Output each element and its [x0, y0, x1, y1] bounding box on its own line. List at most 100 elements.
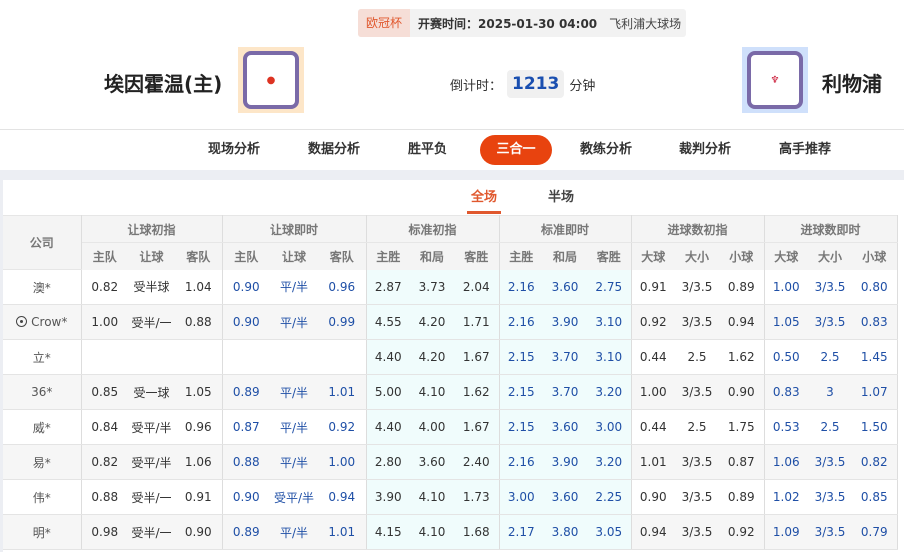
- odds-cell: 4.10: [410, 479, 454, 515]
- odds-cell: 0.90: [631, 479, 675, 515]
- odds-cell: 3.73: [410, 269, 454, 305]
- odds-cell: 0.90: [222, 479, 270, 515]
- company-label: 立*: [32, 350, 51, 365]
- odds-cell: 2.16: [499, 269, 543, 305]
- divider: [0, 129, 904, 130]
- odds-cell: 4.10: [410, 374, 454, 410]
- odds-cell: 2.04: [454, 269, 500, 305]
- column-header: 和局: [543, 242, 587, 270]
- odds-cell: 平/半: [270, 269, 318, 305]
- column-header: 主队: [81, 242, 128, 270]
- nav-tab-2[interactable]: 胜平负: [408, 142, 448, 157]
- column-header: 客胜: [587, 242, 632, 270]
- odds-cell: 2.5: [808, 409, 852, 445]
- match-header: 欧冠杯 开赛时间：2025-01-30 04:00 飞利浦大球场 埃因霍温(主)…: [0, 0, 904, 130]
- odds-cell: 0.94: [631, 514, 675, 550]
- odds-cell: 3.90: [543, 444, 587, 480]
- odds-cell: 0.90: [222, 304, 270, 340]
- odds-cell: 3.60: [543, 409, 587, 445]
- table-row: 澳* 0.82 受半球 1.04 0.90 平/半 0.96 2.87 3.73 2.04 2.16…: [3, 269, 898, 305]
- odds-cell: 0.87: [222, 409, 270, 445]
- odds-cell: 受平/半: [270, 479, 318, 515]
- odds-cell: 受半/一: [128, 304, 175, 340]
- company-name[interactable]: 明*: [3, 514, 82, 550]
- match-info: 欧冠杯 开赛时间：2025-01-30 04:00 飞利浦大球场: [358, 9, 686, 37]
- company-header: 公司: [3, 215, 82, 270]
- odds-cell: 3/3.5: [675, 304, 719, 340]
- company-name[interactable]: 易*: [3, 444, 82, 480]
- odds-cell: 3.60: [410, 444, 454, 480]
- odds-cell: 0.96: [318, 269, 367, 305]
- odds-cell: 2.17: [499, 514, 543, 550]
- nav-tab-1[interactable]: 数据分析: [308, 142, 361, 157]
- home-team-name[interactable]: 埃因霍温(主): [104, 72, 223, 96]
- league-badge[interactable]: 欧冠杯: [358, 9, 411, 37]
- table-row: Crow* 1.00 受半/一 0.88 0.90 平/半 0.99 4.55 4.20 1.71…: [3, 304, 898, 340]
- company-name[interactable]: 威*: [3, 409, 82, 445]
- odds-cell: 1.45: [852, 339, 898, 375]
- nav-tab-3[interactable]: 三合一: [480, 135, 552, 165]
- odds-cell: 3.20: [587, 374, 632, 410]
- table-row: 36* 0.85 受一球 1.05 0.89 平/半 1.01 5.00 4.10 1.62 2.1…: [3, 374, 898, 410]
- odds-cell: 2.87: [366, 269, 410, 305]
- odds-cell: 0.88: [81, 479, 128, 515]
- column-header: 小球: [719, 242, 765, 270]
- odds-cell: 3.00: [499, 479, 543, 515]
- away-team-name[interactable]: 利物浦: [822, 72, 882, 96]
- odds-cell: 5.00: [366, 374, 410, 410]
- odds-cell: 1.00: [81, 304, 128, 340]
- nav-tab-4[interactable]: 教练分析: [580, 142, 633, 157]
- odds-cell: 1.62: [454, 374, 500, 410]
- odds-cell: 2.80: [366, 444, 410, 480]
- odds-cell: 3/3.5: [675, 479, 719, 515]
- analysis-nav: 现场分析 数据分析 胜平负 三合一 教练分析 裁判分析 高手推荐: [0, 135, 904, 167]
- odds-cell: 0.96: [175, 409, 223, 445]
- countdown-label: 倒计时：: [450, 78, 503, 94]
- odds-cell: 3/3.5: [808, 514, 852, 550]
- company-name[interactable]: 伟*: [3, 479, 82, 515]
- home-team-logo[interactable]: ●: [238, 47, 304, 113]
- odds-cell: 0.92: [719, 514, 765, 550]
- company-label: Crow*: [31, 315, 68, 329]
- odds-cell: 1.68: [454, 514, 500, 550]
- odds-cell: 1.01: [631, 444, 675, 480]
- odds-cell: 1.05: [764, 304, 808, 340]
- nav-tab-5[interactable]: 裁判分析: [679, 142, 732, 157]
- away-team-logo[interactable]: ♆: [742, 47, 808, 113]
- odds-cell: 3.60: [543, 269, 587, 305]
- odds-table: 公司 让球初指 让球即时 标准初指 标准即时 进球数初指 进球数即时 主队 让球 客队 主队 让球客…: [3, 215, 898, 550]
- odds-cell: 4.15: [366, 514, 410, 550]
- odds-cell: 3/3.5: [808, 304, 852, 340]
- odds-cell: 1.71: [454, 304, 500, 340]
- company-name[interactable]: Crow*: [3, 304, 82, 340]
- countdown: 倒计时： 1213 分钟: [450, 70, 595, 98]
- odds-cell: 2.16: [499, 304, 543, 340]
- odds-cell: 1.02: [764, 479, 808, 515]
- odds-cell: [175, 339, 223, 375]
- odds-cell: 1.73: [454, 479, 500, 515]
- nav-tab-6[interactable]: 高手推荐: [779, 142, 832, 157]
- company-name[interactable]: 立*: [3, 339, 82, 375]
- odds-cell: 4.00: [410, 409, 454, 445]
- column-header: 大球: [764, 242, 808, 270]
- odds-cell: 1.09: [764, 514, 808, 550]
- odds-cell: 0.90: [222, 269, 270, 305]
- company-name[interactable]: 36*: [3, 374, 82, 410]
- odds-cell: 2.5: [808, 339, 852, 375]
- odds-cell: 3.05: [587, 514, 632, 550]
- odds-cell: 0.89: [719, 269, 765, 305]
- odds-cell: 1.07: [852, 374, 898, 410]
- odds-cell: 0.82: [81, 269, 128, 305]
- odds-cell: 受平/半: [128, 444, 175, 480]
- odds-cell: 受半球: [128, 269, 175, 305]
- odds-cell: [270, 339, 318, 375]
- tab-full-match[interactable]: 全场: [467, 188, 502, 214]
- tab-half-match[interactable]: 半场: [548, 190, 575, 205]
- odds-cell: 3/3.5: [808, 444, 852, 480]
- odds-cell: 1.04: [175, 269, 223, 305]
- table-row: 明* 0.98 受半/一 0.90 0.89 平/半 1.01 4.15 4.10 1.68 2.1…: [3, 514, 898, 550]
- nav-tab-0[interactable]: 现场分析: [208, 142, 261, 157]
- odds-cell: 3.20: [587, 444, 632, 480]
- company-name[interactable]: 澳*: [3, 269, 82, 305]
- odds-cell: 2.5: [675, 339, 719, 375]
